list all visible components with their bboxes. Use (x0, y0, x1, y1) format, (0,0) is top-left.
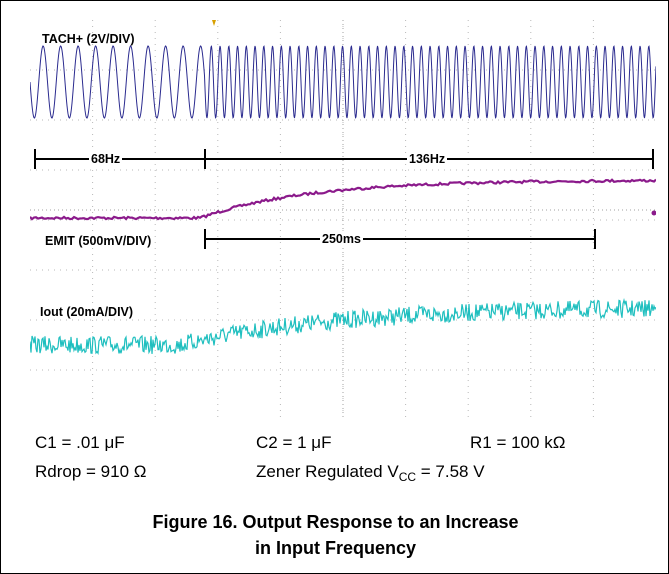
caption-line-2: in Input Frequency (254, 538, 416, 558)
tach-trace (29, 45, 657, 119)
emit-end-marker (651, 210, 657, 216)
c2-value: C2 = 1 μF (256, 433, 332, 452)
vcc-value: Zener Regulated VCC = 7.58 V (256, 462, 485, 484)
scope-grid (30, 20, 656, 420)
r1-value: R1 = 100 kΩ (470, 433, 566, 452)
oscilloscope-plot: TACH+ (2V/DIV) EMIT (500mV/DIV) Iout (20… (29, 20, 657, 420)
vcc-subscript: CC (398, 470, 417, 484)
emit-trace (29, 178, 657, 221)
scope-traces (29, 45, 657, 355)
iout-channel-label: Iout (20mA/DIV) (40, 305, 134, 319)
vcc-prefix: Zener Regulated V (256, 462, 399, 481)
oscilloscope-canvas (29, 20, 657, 420)
c1-value: C1 = .01 μF (35, 433, 125, 452)
settle-time-label: 250ms (320, 232, 363, 246)
tach-channel-label: TACH+ (2V/DIV) (42, 32, 135, 46)
caption-line-1: Figure 16. Output Response to an Increas… (152, 512, 519, 532)
emit-channel-label: EMIT (500mV/DIV) (45, 234, 152, 248)
vcc-suffix: = 7.58 V (416, 462, 485, 481)
freq-before-label: 68Hz (89, 152, 123, 166)
rdrop-value: Rdrop = 910 Ω (35, 462, 147, 481)
trigger-marker (212, 20, 216, 26)
freq-after-label: 136Hz (407, 152, 448, 166)
figure-caption: Figure 16. Output Response to an Increas… (1, 509, 669, 561)
iout-trace (29, 298, 657, 355)
